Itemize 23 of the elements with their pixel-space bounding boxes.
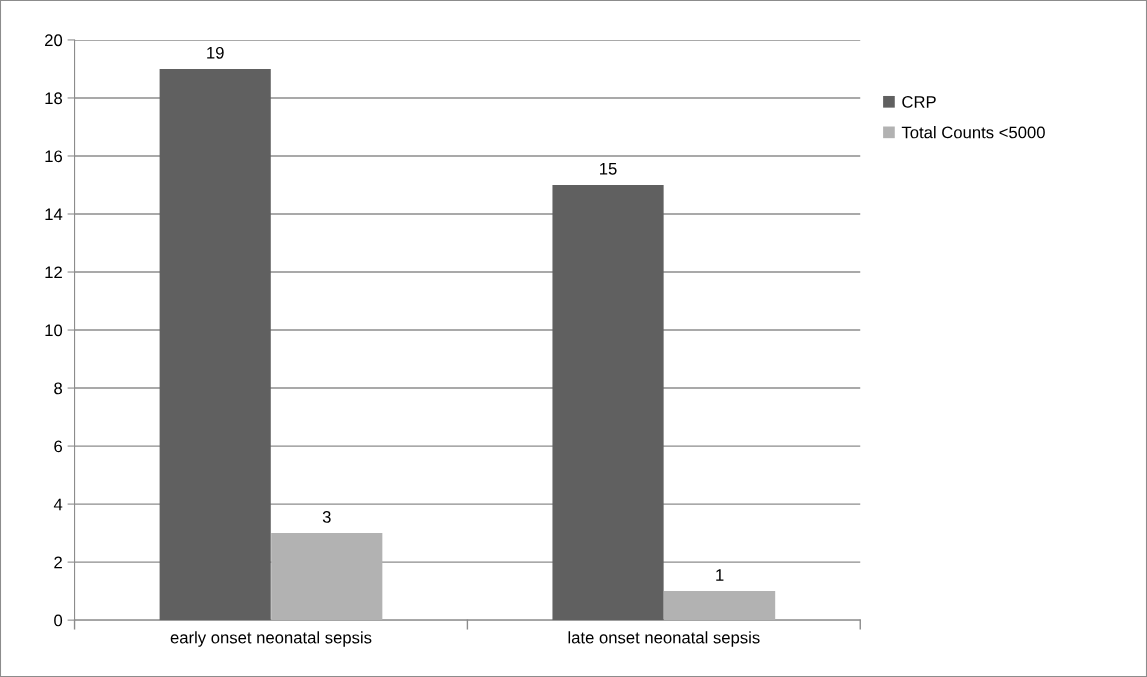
bar — [159, 68, 271, 621]
y-tick-label: 4 — [53, 498, 63, 511]
y-tick-label: 0 — [54, 614, 63, 627]
y-tick-label: 12 — [45, 266, 62, 279]
data-label: 1 — [716, 569, 724, 581]
legend-label: Total Counts <5000 — [901, 126, 1045, 139]
y-tick-label: 6 — [54, 440, 63, 453]
x-tick-label: late onset neonatal sepsis — [568, 631, 760, 647]
y-tick-label: 18 — [45, 92, 63, 105]
y-tick-label: 14 — [45, 208, 63, 221]
data-label: 15 — [600, 163, 617, 175]
y-tick-label: 20 — [45, 34, 63, 47]
data-label: 19 — [207, 46, 224, 59]
legend-label: CRP — [902, 96, 936, 108]
y-tick-label: 16 — [45, 150, 63, 163]
bar — [271, 533, 383, 621]
y-tick-label: 2 — [54, 556, 62, 569]
y-tick-label: 8 — [54, 382, 63, 395]
bar — [552, 184, 664, 621]
data-label: 3 — [322, 511, 331, 523]
x-tick-label: early onset neonatal sepsis — [170, 631, 372, 647]
y-tick-label: 10 — [45, 324, 63, 337]
bar — [664, 591, 776, 621]
